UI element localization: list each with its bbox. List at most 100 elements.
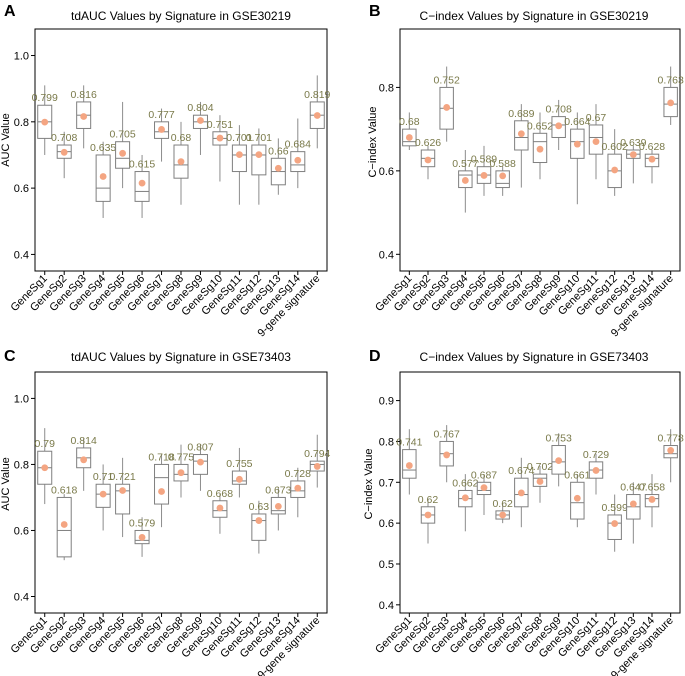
mean-point — [197, 458, 204, 466]
mean-point — [80, 113, 88, 120]
mean-point — [424, 511, 432, 519]
y-tick-label: 0.6 — [14, 525, 29, 537]
box — [154, 463, 170, 505]
mean-point — [236, 151, 243, 159]
mean-point — [611, 520, 619, 527]
mean-value-label: 0.68 — [171, 132, 192, 144]
mean-point — [216, 134, 224, 142]
mean-value-label: 0.741 — [396, 437, 422, 449]
y-tick-label: 0.7 — [379, 477, 394, 489]
mean-point — [629, 500, 637, 508]
mean-point — [119, 149, 126, 157]
mean-value-label: 0.728 — [285, 468, 311, 480]
mean-value-label: 0.814 — [71, 435, 97, 447]
mean-point — [99, 173, 107, 180]
mean-value-label: 0.68 — [399, 116, 420, 128]
panel-b-title: C−index Values by Signature in GSE30219 — [420, 9, 649, 23]
mean-value-label: 0.661 — [564, 469, 590, 481]
mean-value-label: 0.62 — [418, 494, 439, 506]
mean-value-label: 0.664 — [564, 116, 590, 128]
mean-point — [592, 467, 600, 474]
mean-point — [517, 489, 525, 497]
mean-value-label: 0.701 — [246, 132, 272, 144]
panel-d-plot: 0.40.50.60.70.80.90.741GeneSg10.62GeneSg… — [373, 396, 684, 676]
mean-value-label: 0.763 — [658, 74, 684, 86]
mean-point — [80, 456, 88, 464]
mean-point — [294, 484, 302, 492]
mean-value-label: 0.751 — [207, 119, 233, 131]
mean-value-label: 0.628 — [639, 141, 665, 153]
panel-a-plot: 0.40.60.81.00.799GeneSg10.708GeneSg20.81… — [8, 51, 330, 340]
mean-value-label: 0.687 — [471, 469, 497, 481]
panel-a-letter: A — [4, 3, 16, 20]
mean-point — [536, 145, 544, 153]
panel-a-ylabel: AUC Value — [0, 113, 12, 167]
mean-point — [41, 118, 49, 126]
mean-value-label: 0.62 — [492, 498, 513, 510]
panel-a: A tdAUC Values by Signature in GSE30219 … — [0, 3, 331, 340]
panel-c-letter: C — [4, 348, 16, 365]
mean-value-label: 0.673 — [265, 484, 291, 496]
mean-value-label: 0.816 — [71, 89, 97, 101]
panel-d-title: C−index Values by Signature in GSE73403 — [420, 350, 649, 364]
box — [115, 483, 131, 515]
mean-point — [236, 475, 243, 483]
mean-value-label: 0.702 — [527, 461, 553, 473]
panel-d: D C−index Values by Signature in GSE7340… — [363, 348, 684, 676]
mean-value-label: 0.588 — [490, 158, 516, 170]
mean-value-label: 0.71 — [93, 471, 114, 483]
mean-value-label: 0.599 — [602, 502, 628, 514]
mean-point — [255, 151, 263, 159]
y-tick-label: 0.4 — [379, 249, 394, 261]
mean-value-label: 0.752 — [434, 74, 460, 86]
mean-point — [216, 504, 224, 512]
mean-point — [499, 172, 507, 180]
panel-c-ylabel: AUC Value — [0, 457, 12, 511]
mean-point — [648, 496, 656, 503]
panel-d-letter: D — [369, 348, 381, 365]
mean-value-label: 0.689 — [508, 108, 534, 120]
box — [251, 144, 267, 176]
mean-point — [274, 164, 282, 172]
panel-c-plot: 0.40.60.81.00.79GeneSg10.618GeneSg20.814… — [8, 393, 330, 676]
y-tick-label: 0.8 — [14, 117, 29, 129]
mean-point — [555, 457, 563, 465]
panel-b: B C−index Values by Signature in GSE3021… — [367, 3, 684, 340]
mean-point — [197, 117, 204, 124]
mean-point — [294, 156, 302, 164]
mean-value-label: 0.705 — [109, 129, 135, 141]
mean-point — [60, 521, 68, 528]
mean-value-label: 0.63 — [249, 501, 270, 513]
mean-point — [461, 494, 469, 502]
mean-point — [611, 166, 619, 174]
mean-point — [443, 451, 451, 459]
mean-value-label: 0.658 — [639, 482, 665, 494]
mean-point — [405, 462, 413, 469]
mean-point — [255, 517, 263, 524]
mean-value-label: 0.579 — [129, 517, 155, 529]
mean-value-label: 0.647 — [620, 482, 646, 494]
mean-point — [99, 490, 107, 498]
y-tick-label: 0.8 — [379, 82, 394, 94]
mean-point — [158, 126, 165, 133]
y-tick-label: 0.8 — [379, 436, 394, 448]
y-tick-label: 0.8 — [14, 459, 29, 471]
mean-point — [138, 533, 146, 541]
mean-value-label: 0.684 — [285, 139, 311, 151]
mean-point — [648, 155, 656, 163]
mean-value-label: 0.794 — [304, 448, 330, 460]
mean-point — [177, 469, 185, 477]
mean-value-label: 0.615 — [129, 159, 155, 171]
mean-value-label: 0.589 — [471, 154, 497, 166]
mean-value-label: 0.708 — [51, 132, 77, 144]
y-tick-label: 1.0 — [14, 393, 29, 405]
mean-value-label: 0.652 — [527, 120, 553, 132]
mean-value-label: 0.708 — [546, 104, 572, 116]
mean-value-label: 0.639 — [620, 137, 646, 149]
mean-value-label: 0.804 — [187, 102, 213, 114]
mean-point — [138, 179, 146, 187]
mean-value-label: 0.753 — [546, 433, 572, 445]
mean-value-label: 0.729 — [583, 449, 609, 461]
y-tick-label: 0.9 — [379, 396, 394, 408]
